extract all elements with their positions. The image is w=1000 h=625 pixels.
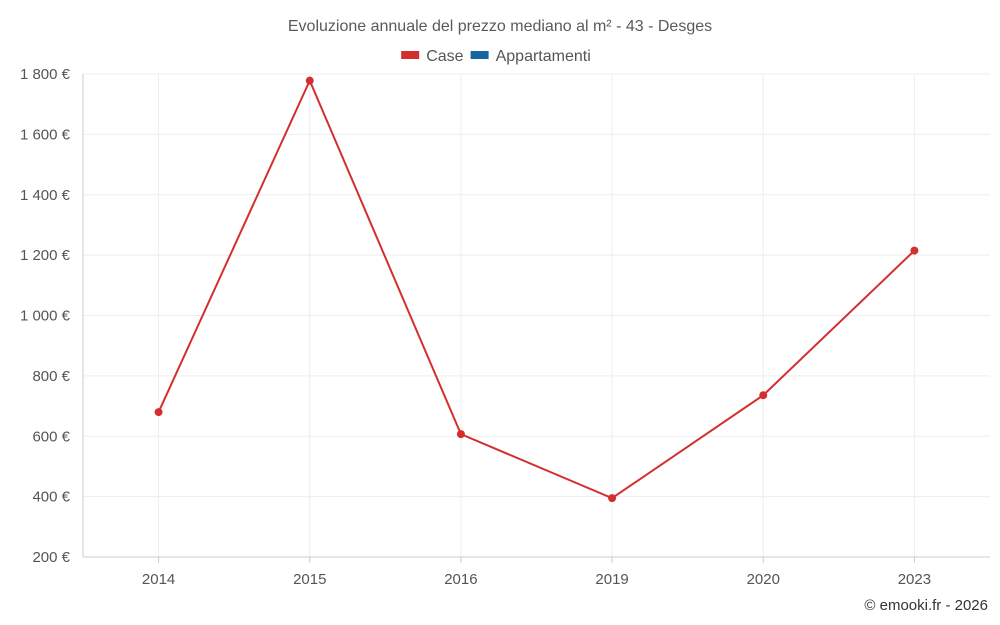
- x-tick-label: 2020: [747, 571, 780, 588]
- data-point: [759, 391, 768, 400]
- legend-label: Case: [426, 48, 463, 65]
- x-tick-label: 2019: [595, 571, 628, 588]
- y-tick-label: 1 200 €: [20, 247, 71, 264]
- x-tick-label: 2023: [898, 571, 931, 588]
- legend: Case Appartamenti: [401, 48, 591, 65]
- series: [154, 76, 919, 503]
- series-line: [157, 78, 916, 500]
- y-tick-label: 800 €: [32, 368, 70, 385]
- legend-item: Case: [401, 48, 464, 65]
- data-point: [910, 246, 919, 255]
- series-case: [154, 76, 919, 503]
- y-tick-label: 1 800 €: [20, 66, 71, 83]
- y-tick-label: 1 400 €: [20, 187, 71, 204]
- y-tick-label: 600 €: [32, 428, 70, 445]
- legend-swatch: [401, 51, 420, 59]
- legend-swatch: [470, 51, 489, 59]
- x-tick-label: 2014: [142, 571, 175, 588]
- grid: [83, 73, 990, 557]
- data-point: [608, 494, 617, 503]
- axes: 200 € 400 € 600 € 800 € 1 000 € 1 200 € 1 400 …: [20, 66, 990, 588]
- data-point: [154, 408, 163, 417]
- legend-item: Appartamenti: [470, 48, 591, 65]
- data-point: [305, 76, 314, 85]
- x-tick-label: 2015: [293, 571, 326, 588]
- x-tick-label: 2016: [444, 571, 477, 588]
- legend-label: Appartamenti: [496, 48, 591, 65]
- y-tick-label: 1 000 €: [20, 308, 71, 325]
- data-point: [456, 430, 465, 439]
- y-tick-label: 400 €: [32, 489, 70, 506]
- y-tick-label: 200 €: [32, 549, 70, 566]
- y-tick-label: 1 600 €: [20, 126, 71, 143]
- credit-text: © emooki.fr - 2026: [864, 597, 988, 614]
- chart-title: Evoluzione annuale del prezzo mediano al…: [288, 18, 712, 35]
